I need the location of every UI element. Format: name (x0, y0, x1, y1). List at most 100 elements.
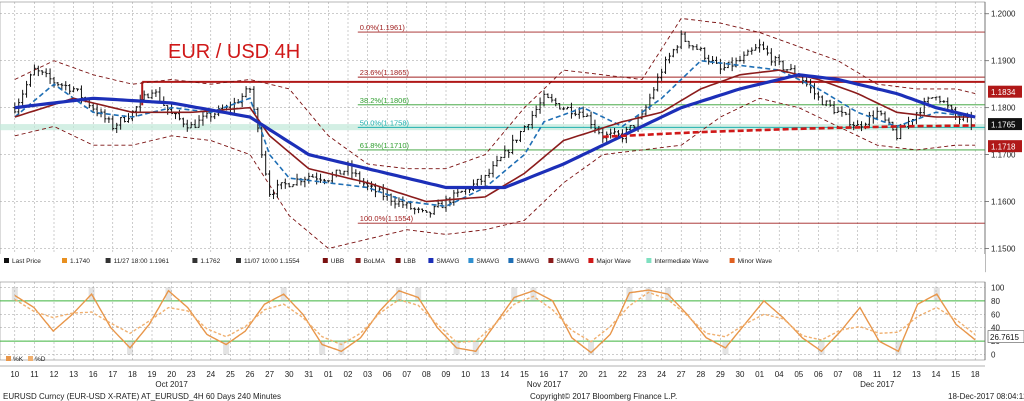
legend-label: LBB (404, 258, 416, 265)
day-tick-label: 18 (128, 370, 137, 379)
fib-label: 100.0%(1.1554) (360, 214, 414, 223)
legend-swatch (588, 258, 594, 263)
legend-label: UBB (331, 258, 344, 265)
legend-label: Minor Wave (738, 258, 773, 265)
legend-label: 1.1740 (70, 258, 90, 265)
bollinger-bands (14, 17, 976, 249)
price-grid (0, 1, 986, 273)
day-tick-label: 17 (108, 370, 117, 379)
month-tick-label: Oct 2017 (155, 380, 188, 389)
day-tick-label: 01 (755, 370, 764, 379)
oscillator-extreme-shade (223, 341, 230, 355)
fibonacci-levels: 0.0%(1.1961) 23.6%(1.1865) 38.2%(1.1806) 50… (0, 23, 985, 224)
price-tick-label: 1.1700 (991, 151, 1016, 160)
day-tick-label: 24 (206, 370, 215, 379)
legend-swatch (355, 258, 361, 263)
legend-label: 11/27 18:00 1.1961 (114, 258, 170, 265)
legend-label: BoLMA (364, 258, 386, 265)
day-tick-label: 18 (971, 370, 980, 379)
oscillator-tick-label: 60 (991, 310, 1000, 319)
day-tick-label: 30 (285, 370, 294, 379)
legend-label: SMAVG (436, 258, 459, 265)
day-tick-label: 23 (638, 370, 647, 379)
oscillator-legend-label: %K (13, 356, 24, 363)
oscillator-extreme-shade (165, 287, 172, 301)
legend-swatch (548, 258, 554, 263)
day-tick-label: 16 (89, 370, 98, 379)
smavg-mid-line (14, 69, 976, 203)
fib-label: 38.2%(1.1806) (360, 96, 410, 105)
day-tick-label: 10 (10, 370, 19, 379)
day-tick-label: 07 (402, 370, 411, 379)
day-tick-label: 09 (442, 370, 451, 379)
day-tick-label: 22 (618, 370, 627, 379)
day-tick-label: 06 (383, 370, 392, 379)
price-tick-label: 1.1600 (991, 198, 1016, 207)
stochastic-d-line (14, 291, 976, 346)
price-tags: 1.1834 1.1765 1.1718 (988, 85, 1022, 153)
stochastic-k-line (14, 289, 976, 354)
price-tick-label: 1.1900 (991, 57, 1016, 66)
oscillator-tick-label: 0 (991, 351, 996, 360)
fib-label: 23.6%(1.1865) (360, 68, 410, 77)
day-tick-label: 13 (69, 370, 78, 379)
day-tick-label: 31 (304, 370, 313, 379)
time-axis: 10 11 12 13 16 17 18 19 20 23 24 25 26 27 30 31 01 02 03 06… (0, 365, 985, 389)
price-tag-box (988, 140, 1022, 153)
oscillator-extreme-shade (472, 341, 479, 355)
oscillator-extreme-shade (818, 341, 825, 355)
day-tick-label: 07 (834, 370, 843, 379)
day-tick-label: 24 (657, 370, 666, 379)
price-tag-box (988, 85, 1022, 98)
oscillator-legend: %K %D (6, 356, 46, 363)
price-tag-label: 1.1718 (991, 143, 1016, 152)
oscillator-extreme-shade (395, 287, 402, 301)
month-tick-label: Nov 2017 (527, 380, 562, 389)
chart-title: EUR / USD 4H (168, 41, 300, 63)
legend-label: Major Wave (596, 258, 631, 265)
oscillator-tick-label: 40 (991, 324, 1000, 333)
legend-label: 1.1762 (200, 258, 220, 265)
major-wave-line (602, 124, 976, 139)
oscillator-value-label: 26.7615 (990, 333, 1019, 342)
day-tick-label: 11 (30, 370, 39, 379)
day-tick-label: 26 (246, 370, 255, 379)
day-tick-label: 11 (873, 370, 882, 379)
footer-timestamp: 18-Dec-2017 08:04:12 (948, 392, 1024, 401)
day-tick-label: 27 (677, 370, 686, 379)
day-tick-label: 13 (912, 370, 921, 379)
day-tick-label: 17 (559, 370, 568, 379)
price-tag-box (988, 118, 1022, 131)
oscillator-extreme-shade (319, 341, 326, 355)
day-tick-label: 29 (716, 370, 725, 379)
oscillator-tick-label: 100 (991, 283, 1005, 292)
day-tick-label: 30 (736, 370, 745, 379)
day-tick-label: 05 (794, 370, 803, 379)
day-tick-label: 02 (344, 370, 353, 379)
price-tag-label: 1.1834 (991, 88, 1016, 97)
oscillator-extreme-shade (415, 287, 422, 301)
legend-label: 11/07 10:00 1.1554 (244, 258, 300, 265)
legend-swatch (322, 258, 328, 263)
legend-swatch (192, 258, 198, 263)
legend-swatch (395, 258, 401, 263)
day-tick-label: 20 (167, 370, 176, 379)
oscillator-extreme-shade (530, 287, 537, 301)
month-tick-label: Dec 2017 (860, 380, 895, 389)
day-tick-label: 12 (892, 370, 901, 379)
price-tag-label: 1.1765 (991, 121, 1016, 130)
oscillator-tick-label: 80 (991, 297, 1000, 306)
day-tick-label: 08 (853, 370, 862, 379)
legend-label: SMAVG (516, 258, 539, 265)
fib-label: 61.8%(1.1710) (360, 141, 410, 150)
legend-label: SMAVG (556, 258, 579, 265)
oscillator-extreme-shade (588, 341, 595, 355)
oscillator-extreme-shade (511, 287, 518, 301)
legend-swatch (508, 258, 514, 263)
oscillator-extreme-shade (11, 287, 18, 301)
oscillator-legend-swatch (28, 356, 33, 361)
day-tick-label: 06 (814, 370, 823, 379)
